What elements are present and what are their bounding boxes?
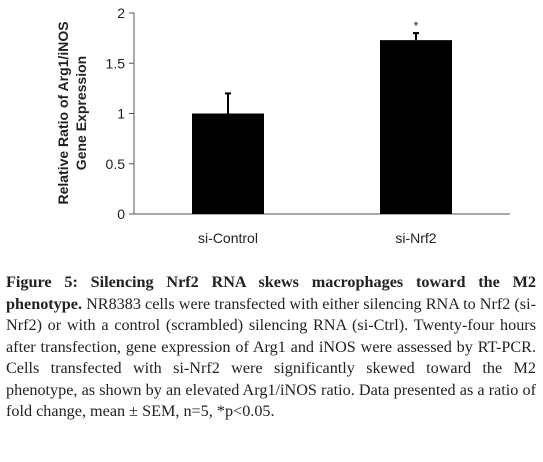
caption-body: NR8383 cells were transfected with eithe… xyxy=(6,294,536,421)
y-tick-label: 2 xyxy=(117,5,125,21)
y-tick-label: 1 xyxy=(117,106,125,122)
category-label: si-Control xyxy=(198,230,258,246)
bars xyxy=(192,40,452,215)
y-tick-label: 1.5 xyxy=(106,55,126,71)
caption-title: Figure 5: Silencing Nrf2 RNA skews macro… xyxy=(6,273,536,313)
category-labels: si-Control si-Nrf2 xyxy=(198,230,437,246)
error-bars: * xyxy=(225,19,419,114)
bar-chart: Relative Ratio of Arg1/iNOS Gene Express… xyxy=(55,5,510,246)
category-label: si-Nrf2 xyxy=(395,230,436,246)
y-axis-label-line-2: Gene Expression xyxy=(73,56,89,170)
significance-marker: * xyxy=(414,19,419,33)
y-axis-label-line-1: Relative Ratio of Arg1/iNOS xyxy=(55,21,71,204)
axes xyxy=(133,13,510,215)
figure-caption: Figure 5: Silencing Nrf2 RNA skews macro… xyxy=(6,272,536,423)
bar xyxy=(192,113,264,214)
y-tick-label: 0.5 xyxy=(106,156,126,172)
y-tick-label: 0 xyxy=(117,206,125,222)
y-ticks: 0 0.5 1 1.5 2 xyxy=(106,5,134,222)
bar xyxy=(380,40,452,215)
